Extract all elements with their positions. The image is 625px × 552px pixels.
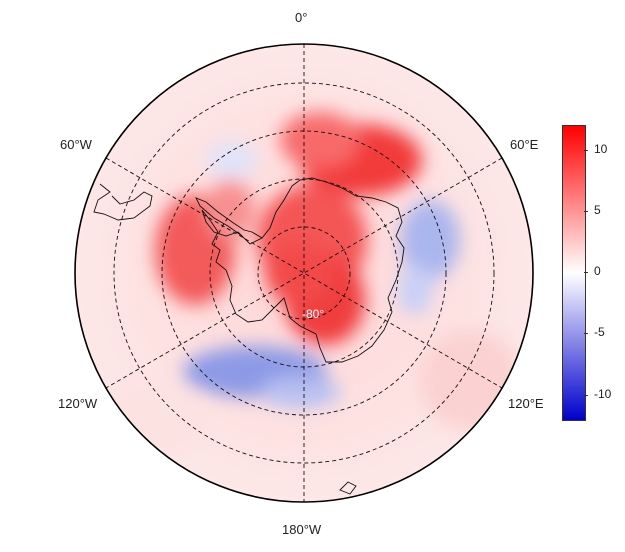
longitude-label-120w: 120°W xyxy=(58,396,98,411)
colorbar-tick-label: 10 xyxy=(594,141,608,156)
antarctic-peninsula xyxy=(195,197,263,239)
colorbar-tick-label: -5 xyxy=(594,325,605,340)
longitude-label-180w: 180°W xyxy=(282,522,322,537)
map-boundary xyxy=(74,43,534,503)
antarctica-coastline xyxy=(201,177,405,363)
colorbar: 10 5 0 -5 -10 xyxy=(562,125,622,421)
colorbar-tickmark xyxy=(584,149,588,151)
longitude-label-60e: 60°E xyxy=(510,137,539,152)
anomaly-field xyxy=(75,44,533,502)
colorbar-gradient xyxy=(562,125,586,421)
new-zealand-coastline xyxy=(339,481,357,495)
longitude-label-0: 0° xyxy=(295,10,308,25)
colorbar-tickmark xyxy=(584,210,588,212)
colorbar-tick-label: 0 xyxy=(594,264,601,278)
colorbar-tick-label: -10 xyxy=(594,386,612,401)
longitude-label-60w: 60°W xyxy=(60,137,92,152)
latitude-label: -80° xyxy=(302,307,325,321)
colorbar-tickmark xyxy=(584,394,588,396)
colorbar-tick-label: 5 xyxy=(594,202,601,217)
colorbar-tickmark xyxy=(584,333,588,335)
colorbar-tickmark xyxy=(584,272,588,273)
longitude-gridlines xyxy=(105,44,503,502)
south-america-coastline xyxy=(93,183,153,221)
longitude-label-120e: 120°E xyxy=(508,396,544,411)
